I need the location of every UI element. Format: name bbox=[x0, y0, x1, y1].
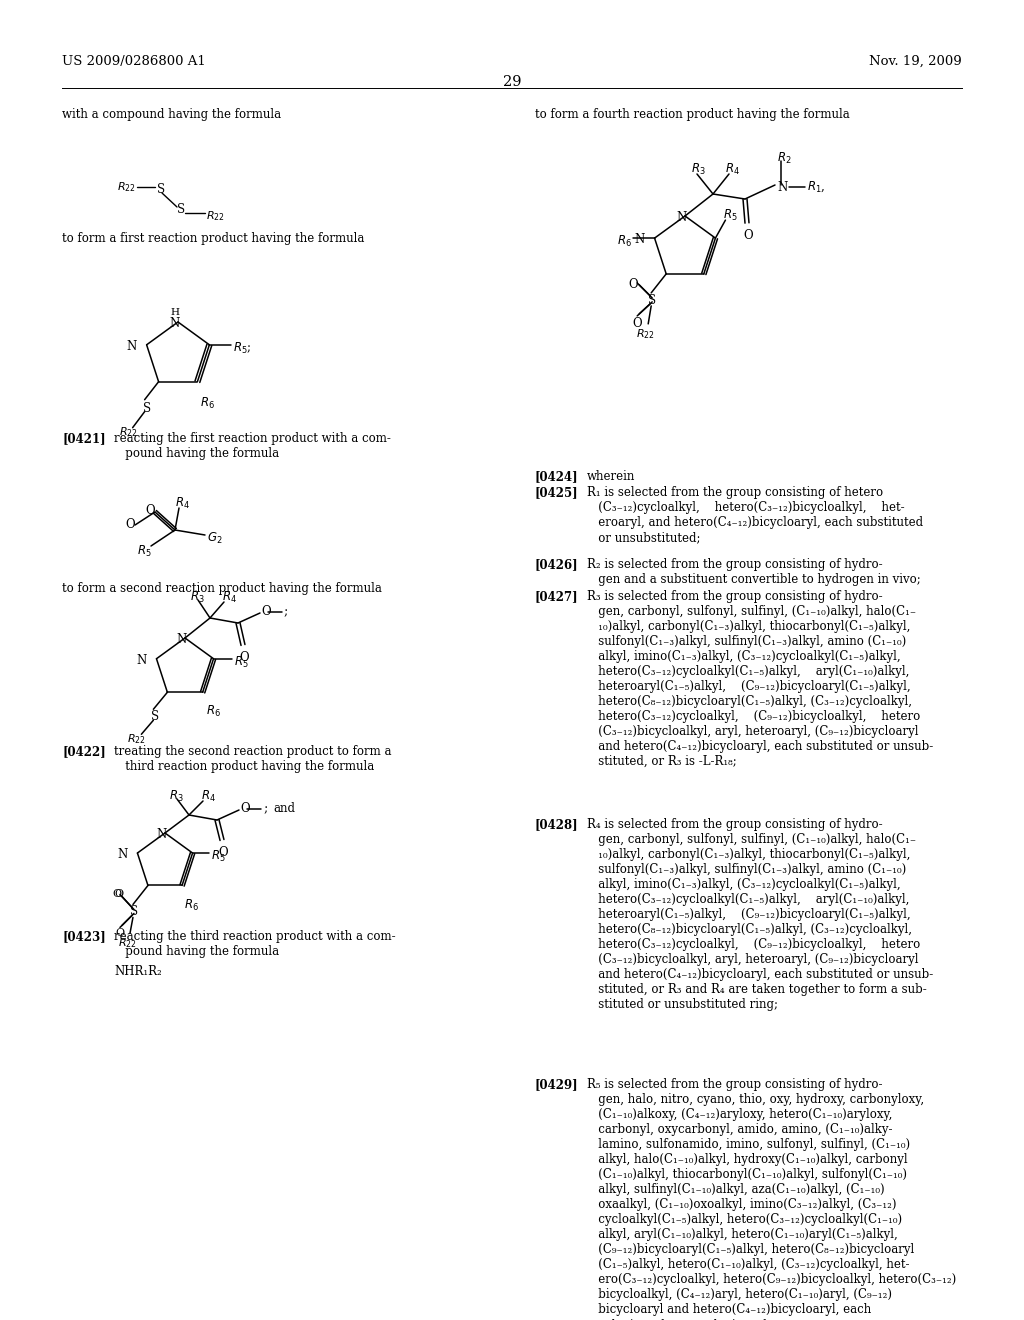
Text: $R_6$: $R_6$ bbox=[201, 396, 215, 411]
Text: N: N bbox=[157, 828, 167, 841]
Text: NHR₁R₂: NHR₁R₂ bbox=[114, 965, 162, 978]
Text: R₅ is selected from the group consisting of hydro-
   gen, halo, nitro, cyano, t: R₅ is selected from the group consisting… bbox=[587, 1078, 956, 1320]
Text: [0423]: [0423] bbox=[62, 931, 105, 942]
Text: O: O bbox=[743, 228, 753, 242]
Text: $R_{5}$;: $R_{5}$; bbox=[233, 341, 252, 356]
Text: $R_5$: $R_5$ bbox=[233, 655, 248, 669]
Text: N: N bbox=[117, 847, 127, 861]
Text: O: O bbox=[628, 279, 638, 290]
Text: treating the second reaction product to form a
   third reaction product having : treating the second reaction product to … bbox=[114, 744, 391, 774]
Text: O: O bbox=[218, 846, 227, 859]
Text: $R_{1}$,: $R_{1}$, bbox=[807, 180, 825, 194]
Text: [0427]: [0427] bbox=[535, 590, 579, 603]
Text: and: and bbox=[273, 803, 295, 814]
Text: with a compound having the formula: with a compound having the formula bbox=[62, 108, 282, 121]
Text: $R_{22}$: $R_{22}$ bbox=[117, 180, 136, 194]
Text: O: O bbox=[125, 517, 134, 531]
Text: [0426]: [0426] bbox=[535, 558, 579, 572]
Text: [0424]: [0424] bbox=[535, 470, 579, 483]
Text: O: O bbox=[239, 651, 249, 664]
Text: S: S bbox=[177, 203, 185, 216]
Text: S: S bbox=[142, 401, 151, 414]
Text: N: N bbox=[677, 211, 687, 224]
Text: US 2009/0286800 A1: US 2009/0286800 A1 bbox=[62, 55, 206, 69]
Text: O: O bbox=[240, 803, 250, 814]
Text: O: O bbox=[112, 890, 121, 899]
Text: ;: ; bbox=[263, 803, 267, 814]
Text: [0422]: [0422] bbox=[62, 744, 105, 758]
Text: $R_6$: $R_6$ bbox=[616, 234, 632, 249]
Text: R₂ is selected from the group consisting of hydro-
   gen and a substituent conv: R₂ is selected from the group consisting… bbox=[587, 558, 921, 586]
Text: O: O bbox=[632, 317, 642, 330]
Text: $R_4$: $R_4$ bbox=[222, 590, 237, 605]
Text: N: N bbox=[634, 234, 644, 246]
Text: to form a first reaction product having the formula: to form a first reaction product having … bbox=[62, 232, 365, 246]
Text: Nov. 19, 2009: Nov. 19, 2009 bbox=[869, 55, 962, 69]
Text: reacting the third reaction product with a com-
   pound having the formula: reacting the third reaction product with… bbox=[114, 931, 395, 958]
Text: R₃ is selected from the group consisting of hydro-
   gen, carbonyl, sulfonyl, s: R₃ is selected from the group consisting… bbox=[587, 590, 933, 768]
Text: 29: 29 bbox=[503, 75, 521, 88]
Text: $R_{22}$: $R_{22}$ bbox=[118, 936, 137, 950]
Text: O: O bbox=[261, 605, 270, 618]
Text: $R_4$: $R_4$ bbox=[725, 162, 740, 177]
Text: $R_{22}$: $R_{22}$ bbox=[119, 425, 137, 440]
Text: $R_5$: $R_5$ bbox=[137, 544, 152, 560]
Text: S: S bbox=[157, 183, 165, 195]
Text: $R_3$: $R_3$ bbox=[190, 590, 205, 605]
Text: [0429]: [0429] bbox=[535, 1078, 579, 1092]
Text: $R_3$: $R_3$ bbox=[169, 789, 183, 804]
Text: $R_4$: $R_4$ bbox=[175, 496, 189, 511]
Text: $R_2$: $R_2$ bbox=[777, 150, 792, 166]
Text: wherein: wherein bbox=[587, 470, 635, 483]
Text: $R_5$: $R_5$ bbox=[723, 209, 738, 223]
Text: [0421]: [0421] bbox=[62, 432, 105, 445]
Text: O: O bbox=[114, 890, 123, 899]
Text: $R_6$: $R_6$ bbox=[206, 705, 220, 719]
Text: [0425]: [0425] bbox=[535, 486, 579, 499]
Text: ;: ; bbox=[284, 605, 288, 618]
Text: $G_2$: $G_2$ bbox=[207, 531, 222, 546]
Text: S: S bbox=[152, 710, 160, 723]
Text: R₁ is selected from the group consisting of hetero
   (C₃₋₁₂)cycloalkyl,    hete: R₁ is selected from the group consisting… bbox=[587, 486, 923, 544]
Text: $R_6$: $R_6$ bbox=[184, 898, 199, 912]
Text: $R_5$: $R_5$ bbox=[211, 849, 225, 865]
Text: to form a second reaction product having the formula: to form a second reaction product having… bbox=[62, 582, 382, 595]
Text: O: O bbox=[115, 928, 124, 939]
Text: $R_{22}$: $R_{22}$ bbox=[636, 327, 655, 341]
Text: $R_3$: $R_3$ bbox=[691, 162, 706, 177]
Text: $R_{22}$: $R_{22}$ bbox=[127, 733, 146, 746]
Text: N: N bbox=[170, 317, 180, 330]
Text: $R_4$: $R_4$ bbox=[201, 789, 216, 804]
Text: $R_{22}$: $R_{22}$ bbox=[206, 209, 225, 223]
Text: reacting the first reaction product with a com-
   pound having the formula: reacting the first reaction product with… bbox=[114, 432, 391, 459]
Text: O: O bbox=[145, 504, 155, 517]
Text: N: N bbox=[177, 634, 187, 645]
Text: S: S bbox=[648, 294, 656, 306]
Text: to form a fourth reaction product having the formula: to form a fourth reaction product having… bbox=[535, 108, 850, 121]
Text: N: N bbox=[777, 181, 787, 194]
Text: S: S bbox=[130, 906, 138, 919]
Text: R₄ is selected from the group consisting of hydro-
   gen, carbonyl, sulfonyl, s: R₄ is selected from the group consisting… bbox=[587, 818, 933, 1011]
Text: H: H bbox=[171, 308, 179, 317]
Text: N: N bbox=[136, 653, 146, 667]
Text: [0428]: [0428] bbox=[535, 818, 579, 832]
Text: N: N bbox=[126, 339, 136, 352]
